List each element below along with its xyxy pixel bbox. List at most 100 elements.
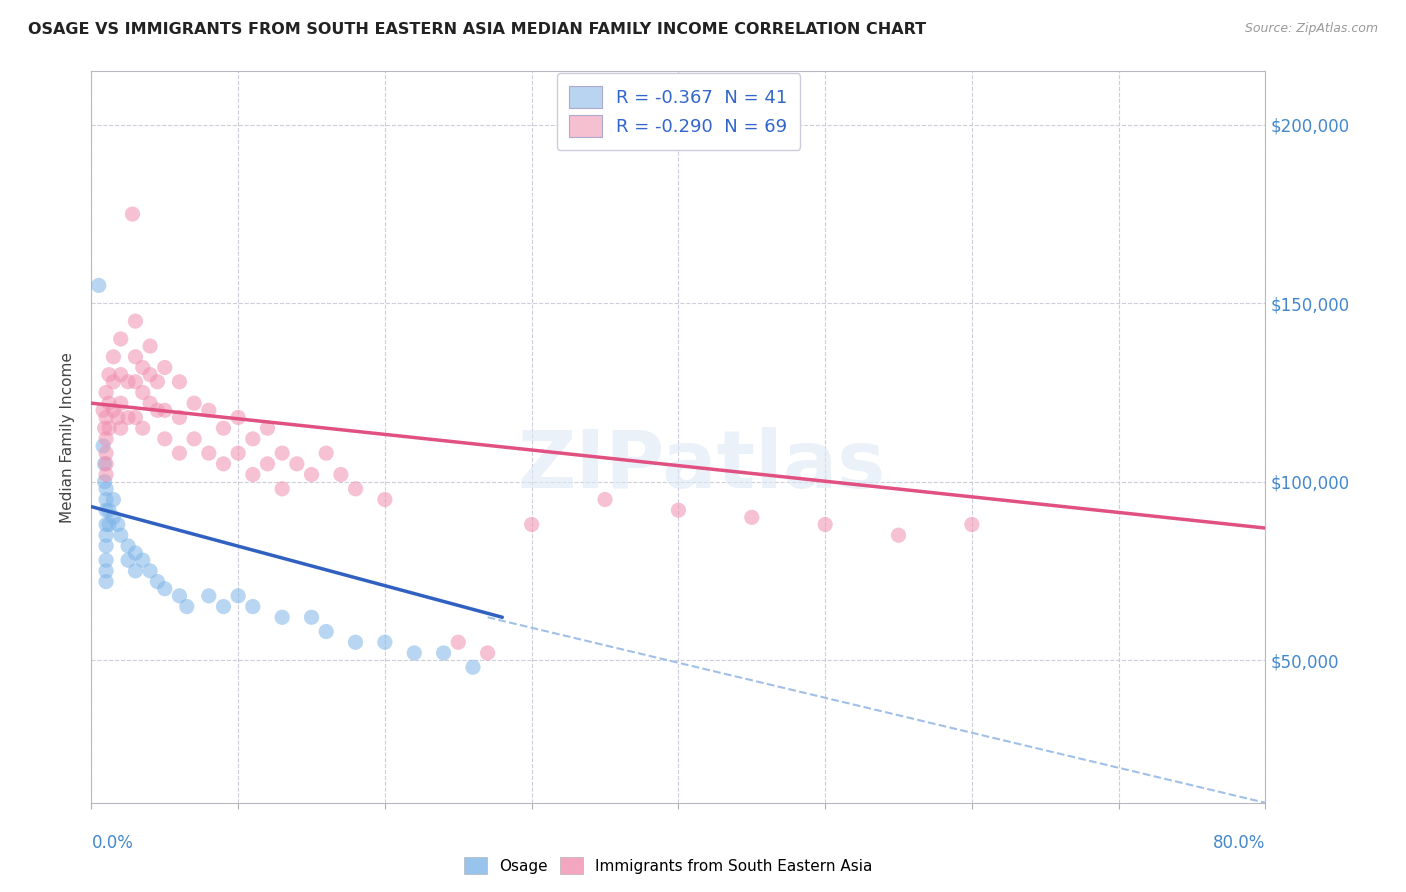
Point [110,528,132,542]
Point [94,574,117,589]
Point [256,421,278,435]
Point [98,503,121,517]
Point [98,396,121,410]
Point [197,589,219,603]
Point [132,385,155,400]
Point [814,517,837,532]
Point [110,396,132,410]
Point [103,492,125,507]
Point [344,482,367,496]
Point [271,446,294,460]
Text: ZIPatlas: ZIPatlas [517,427,886,506]
Point [520,517,543,532]
Text: Source: ZipAtlas.com: Source: ZipAtlas.com [1244,22,1378,36]
Point [315,624,337,639]
Text: 80.0%: 80.0% [1213,834,1265,852]
Point [153,582,176,596]
Y-axis label: Median Family Income: Median Family Income [60,351,76,523]
Point [94,503,117,517]
Point [94,517,117,532]
Point [461,660,484,674]
Point [315,446,337,460]
Point [132,421,155,435]
Point [256,457,278,471]
Point [404,646,426,660]
Point [139,339,162,353]
Point [139,368,162,382]
Point [153,403,176,417]
Point [91,403,114,417]
Point [285,457,308,471]
Point [666,503,689,517]
Point [94,467,117,482]
Point [197,403,219,417]
Legend: Osage, Immigrants from South Eastern Asia: Osage, Immigrants from South Eastern Asi… [457,851,879,880]
Point [169,375,191,389]
Point [94,432,117,446]
Point [117,539,139,553]
Point [103,403,125,417]
Point [146,375,169,389]
Point [91,439,114,453]
Point [242,432,264,446]
Point [432,646,454,660]
Point [139,564,162,578]
Point [477,646,499,660]
Point [94,564,117,578]
Point [146,574,169,589]
Point [103,350,125,364]
Point [169,589,191,603]
Point [94,482,117,496]
Point [94,410,117,425]
Point [271,610,294,624]
Point [183,432,205,446]
Point [124,314,146,328]
Point [301,467,323,482]
Point [93,475,115,489]
Point [271,482,294,496]
Text: OSAGE VS IMMIGRANTS FROM SOUTH EASTERN ASIA MEDIAN FAMILY INCOME CORRELATION CHA: OSAGE VS IMMIGRANTS FROM SOUTH EASTERN A… [28,22,927,37]
Point [242,467,264,482]
Point [94,553,117,567]
Point [197,446,219,460]
Text: 0.0%: 0.0% [91,834,134,852]
Point [93,457,115,471]
Point [344,635,367,649]
Point [132,553,155,567]
Point [226,410,249,425]
Point [117,410,139,425]
Point [132,360,155,375]
Point [93,421,115,435]
Point [124,410,146,425]
Point [103,375,125,389]
Point [374,635,396,649]
Point [374,492,396,507]
Point [887,528,910,542]
Point [117,375,139,389]
Point [212,421,235,435]
Point [110,332,132,346]
Legend: R = -0.367  N = 41, R = -0.290  N = 69: R = -0.367 N = 41, R = -0.290 N = 69 [557,73,800,150]
Point [103,510,125,524]
Point [593,492,616,507]
Point [94,492,117,507]
Point [121,207,143,221]
Point [139,396,162,410]
Point [98,421,121,435]
Point [183,396,205,410]
Point [960,517,983,532]
Point [94,446,117,460]
Point [153,360,176,375]
Point [94,528,117,542]
Point [301,610,323,624]
Point [117,553,139,567]
Point [226,446,249,460]
Point [107,410,129,425]
Point [124,375,146,389]
Point [124,546,146,560]
Point [226,589,249,603]
Point [110,368,132,382]
Point [94,385,117,400]
Point [94,539,117,553]
Point [98,368,121,382]
